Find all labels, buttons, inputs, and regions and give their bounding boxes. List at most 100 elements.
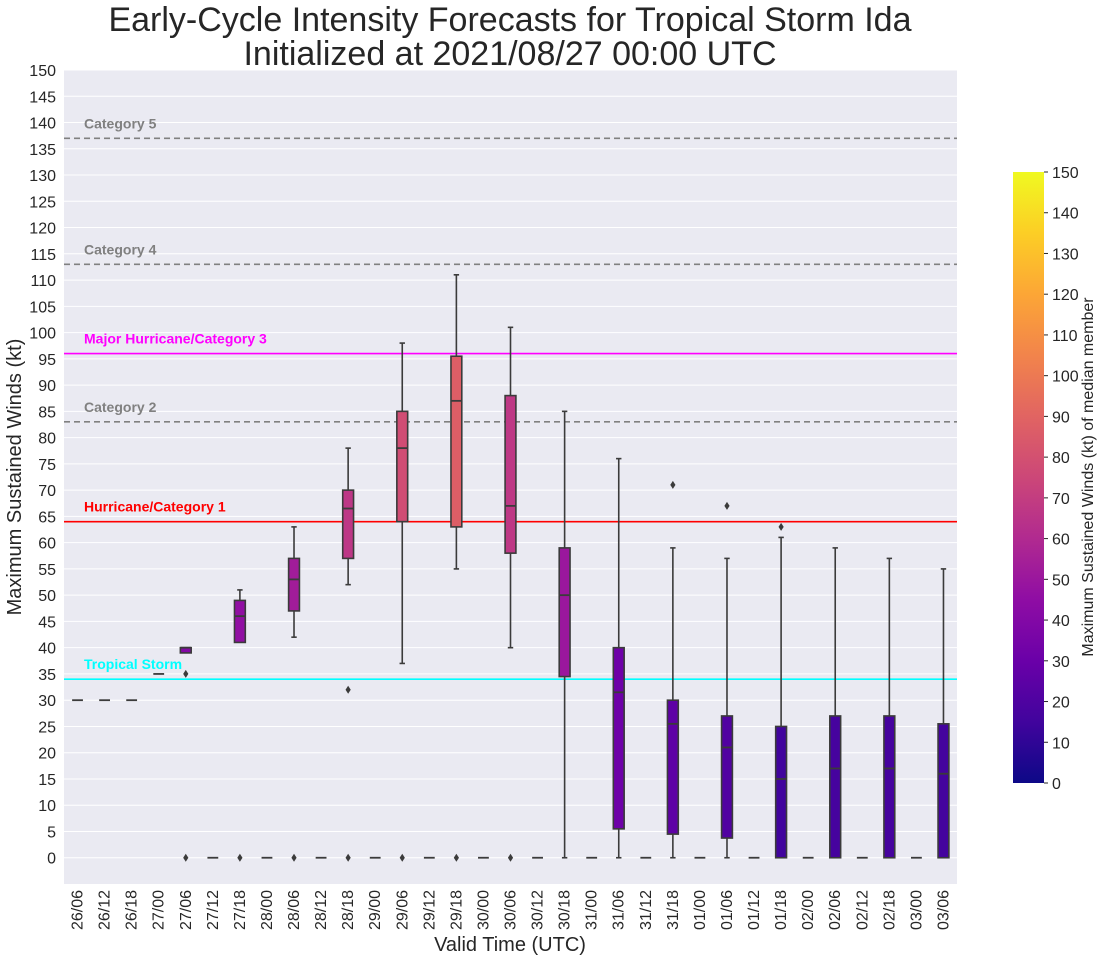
outlier-point xyxy=(453,853,459,862)
box-plot xyxy=(233,589,247,862)
threshold-label: Tropical Storm xyxy=(84,656,182,672)
box-plot xyxy=(612,457,625,859)
x-tick-label: 31/00 xyxy=(584,890,601,930)
box-plot xyxy=(396,342,409,862)
y-tick-label: 100 xyxy=(29,326,56,343)
outlier-point xyxy=(291,853,297,862)
y-tick-label: 45 xyxy=(38,614,56,631)
x-tick-label: 31/12 xyxy=(638,890,655,930)
box xyxy=(612,646,625,830)
x-tick-label: 26/18 xyxy=(124,890,141,930)
y-tick-label: 40 xyxy=(38,641,56,658)
x-tick-labels: 26/06 26/12 26/18 27/00 27/06 27/12 27/18 28/00… xyxy=(70,890,953,930)
outlier-point xyxy=(345,853,351,862)
x-tick-label: 30/12 xyxy=(530,890,547,930)
outlier-point xyxy=(670,480,676,489)
box xyxy=(666,699,680,835)
box-plot xyxy=(450,274,463,862)
outlier-point xyxy=(237,853,243,862)
outlier-point xyxy=(507,853,514,862)
box xyxy=(341,489,355,560)
colorbar-tick-label: 20 xyxy=(1052,695,1070,712)
colorbar-tick-label: 150 xyxy=(1052,165,1079,182)
x-tick-label: 02/06 xyxy=(827,890,844,930)
box xyxy=(558,547,571,678)
x-tick-label: 28/00 xyxy=(259,890,276,930)
box-plot xyxy=(720,501,734,859)
colorbar-tick-label: 120 xyxy=(1052,287,1079,304)
x-tick-label: 28/18 xyxy=(340,890,357,930)
x-tick-label: 01/00 xyxy=(692,890,709,930)
threshold-label: Category 2 xyxy=(84,399,157,415)
chart-title-line2: Initialized at 2021/08/27 00:00 UTC xyxy=(243,35,776,73)
x-tick-label: 27/12 xyxy=(205,890,222,930)
threshold-label: Major Hurricane/Category 3 xyxy=(84,331,267,347)
x-tick-label: 30/18 xyxy=(557,890,574,930)
box xyxy=(937,723,950,859)
x-tick-label: 28/12 xyxy=(313,890,330,930)
threshold-label: Category 5 xyxy=(84,115,157,131)
y-tick-label: 125 xyxy=(29,194,56,211)
x-tick-label: 02/18 xyxy=(881,890,898,930)
box-plot xyxy=(829,547,842,859)
colorbar-tick-label: 50 xyxy=(1052,572,1070,589)
box xyxy=(287,557,301,612)
outlier-point xyxy=(778,522,784,531)
box xyxy=(883,715,896,859)
y-tick-label: 95 xyxy=(38,352,56,369)
y-tick-label: 35 xyxy=(38,667,56,684)
box-plots xyxy=(72,274,950,862)
colorbar-tick-label: 0 xyxy=(1052,776,1061,793)
box xyxy=(720,715,734,839)
y-tick-label: 15 xyxy=(38,772,56,789)
box-plot xyxy=(341,447,355,862)
outlier-point xyxy=(183,669,189,678)
box-plot xyxy=(666,480,680,859)
colorbar-tick-label: 90 xyxy=(1052,409,1070,426)
box xyxy=(396,410,409,523)
threshold-label: Category 4 xyxy=(84,241,157,257)
colorbar-tick-label: 70 xyxy=(1052,491,1070,508)
x-tick-label: 27/00 xyxy=(151,890,168,930)
y-tick-label: 60 xyxy=(38,536,56,553)
box-plot xyxy=(883,557,896,859)
box xyxy=(829,715,842,859)
colorbar-tick-label: 60 xyxy=(1052,532,1070,549)
outlier-point xyxy=(399,853,405,862)
box xyxy=(450,355,463,528)
threshold-lines: Category 5 Category 4 Major Hurricane/Cate… xyxy=(64,115,957,680)
y-tick-label: 50 xyxy=(38,588,56,605)
colorbar-tick-label: 110 xyxy=(1052,328,1078,345)
x-tick-label: 02/12 xyxy=(854,890,871,930)
colorbar-tick-label: 10 xyxy=(1052,735,1070,752)
y-tick-label: 120 xyxy=(29,221,56,238)
y-tick-label: 25 xyxy=(38,719,56,736)
colorbar xyxy=(1013,172,1044,783)
x-tick-label: 03/06 xyxy=(935,890,952,930)
colorbar-tick-label: 130 xyxy=(1052,246,1079,263)
colorbar-ticks: 0 10 20 30 40 50 60 70 80 90 100 110 120 130 140 150 xyxy=(1044,165,1079,793)
x-tick-label: 01/06 xyxy=(719,890,736,930)
box-plot xyxy=(287,526,301,862)
x-tick-label: 03/00 xyxy=(908,890,925,930)
y-tick-label: 10 xyxy=(38,798,56,815)
x-tick-label: 27/06 xyxy=(178,890,195,930)
y-tick-label: 105 xyxy=(29,299,56,316)
x-tick-label: 27/18 xyxy=(232,890,249,930)
x-tick-label: 02/00 xyxy=(800,890,817,930)
y-tick-label: 30 xyxy=(38,693,56,710)
y-tick-label: 115 xyxy=(30,247,56,264)
threshold-label: Hurricane/Category 1 xyxy=(84,499,226,515)
chart-title-line1: Early-Cycle Intensity Forecasts for Trop… xyxy=(108,1,911,39)
x-axis-label: Valid Time (UTC) xyxy=(434,934,586,956)
colorbar-tick-label: 80 xyxy=(1052,450,1070,467)
outlier-point xyxy=(183,853,189,862)
y-tick-label: 130 xyxy=(29,168,56,185)
outlier-point xyxy=(345,685,351,694)
x-tick-label: 26/06 xyxy=(70,890,87,930)
y-tick-label: 145 xyxy=(29,89,56,106)
y-tick-label: 0 xyxy=(47,851,56,868)
y-axis-label: Maximum Sustained Winds (kt) xyxy=(4,339,26,616)
